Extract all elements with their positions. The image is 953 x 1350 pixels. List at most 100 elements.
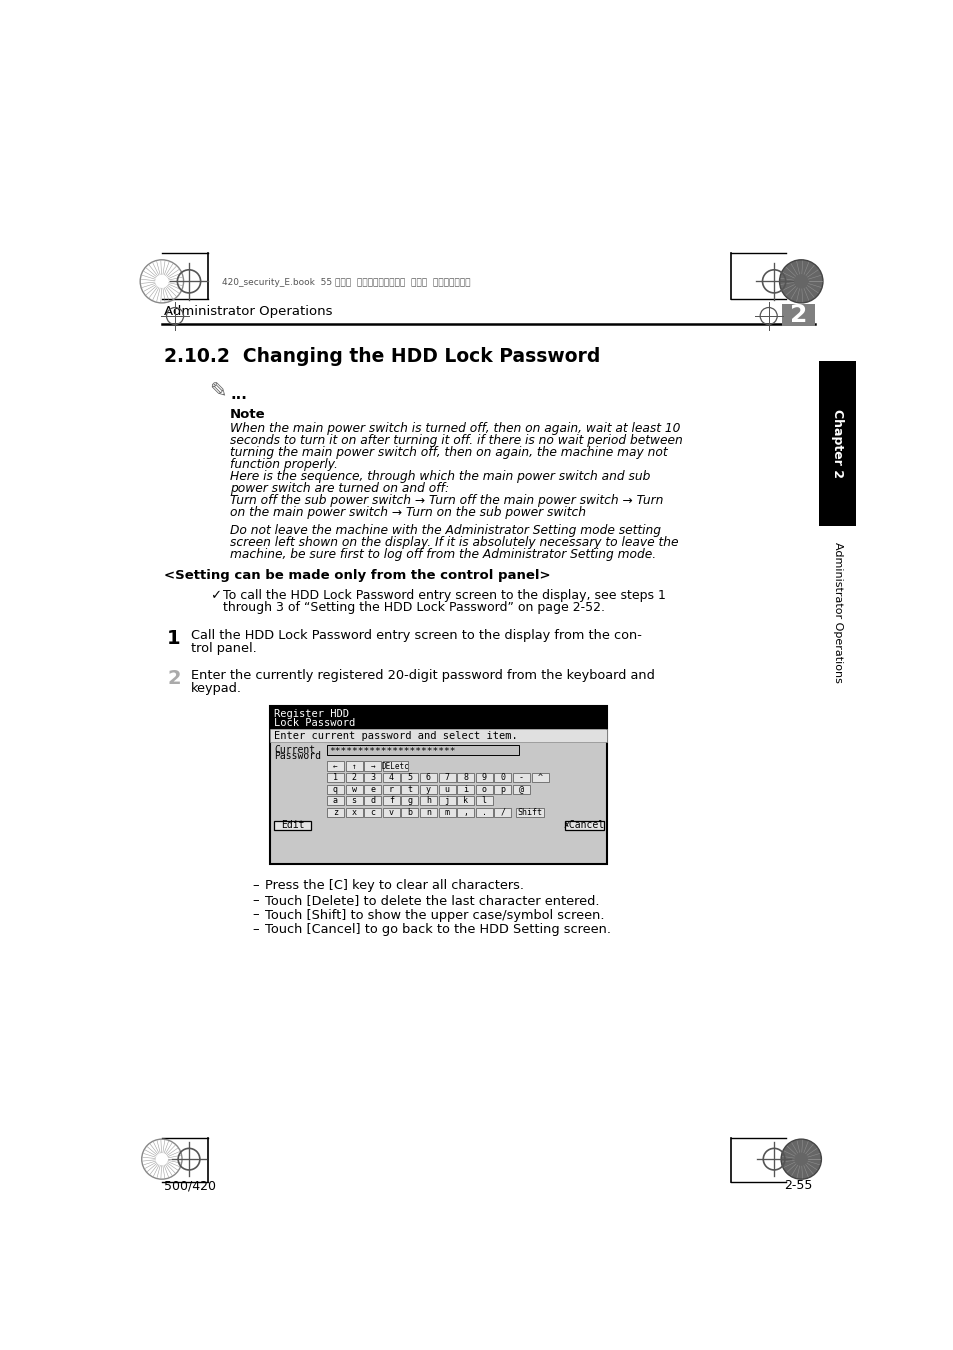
- Text: ✎: ✎: [209, 382, 226, 401]
- FancyBboxPatch shape: [438, 796, 456, 806]
- Text: t: t: [407, 784, 412, 794]
- FancyBboxPatch shape: [456, 784, 474, 794]
- Text: z: z: [333, 807, 337, 817]
- FancyBboxPatch shape: [438, 784, 456, 794]
- Text: c: c: [370, 807, 375, 817]
- FancyBboxPatch shape: [270, 706, 607, 729]
- Text: on the main power switch → Turn on the sub power switch: on the main power switch → Turn on the s…: [230, 506, 585, 518]
- Text: d: d: [370, 796, 375, 805]
- FancyBboxPatch shape: [419, 796, 436, 806]
- Text: r: r: [389, 784, 394, 794]
- FancyBboxPatch shape: [401, 796, 418, 806]
- Text: Enter the currently registered 20-digit password from the keyboard and: Enter the currently registered 20-digit …: [191, 670, 654, 682]
- FancyBboxPatch shape: [327, 807, 344, 817]
- Text: f: f: [389, 796, 394, 805]
- Text: /: /: [500, 807, 505, 817]
- Text: 8: 8: [463, 774, 468, 782]
- FancyBboxPatch shape: [345, 761, 362, 771]
- Text: Turn off the sub power switch → Turn off the main power switch → Turn: Turn off the sub power switch → Turn off…: [230, 494, 662, 506]
- Text: v: v: [389, 807, 394, 817]
- Text: Current: Current: [274, 744, 315, 755]
- FancyBboxPatch shape: [456, 774, 474, 782]
- Text: Call the HDD Lock Password entry screen to the display from the con-: Call the HDD Lock Password entry screen …: [191, 629, 640, 643]
- Text: Edit: Edit: [281, 821, 304, 830]
- FancyBboxPatch shape: [564, 821, 603, 830]
- Text: power switch are turned on and off:: power switch are turned on and off:: [230, 482, 449, 495]
- Text: –: –: [253, 894, 259, 907]
- FancyBboxPatch shape: [327, 745, 518, 755]
- Text: i: i: [463, 784, 468, 794]
- Text: ^: ^: [537, 774, 542, 782]
- Text: ✗Cancel: ✗Cancel: [563, 821, 604, 830]
- Text: m: m: [444, 807, 449, 817]
- FancyBboxPatch shape: [345, 784, 362, 794]
- Text: q: q: [333, 784, 337, 794]
- Text: →: →: [370, 761, 375, 771]
- Text: -: -: [518, 774, 523, 782]
- Text: **********************: **********************: [329, 747, 456, 756]
- FancyBboxPatch shape: [327, 774, 344, 782]
- Text: 4: 4: [389, 774, 394, 782]
- FancyBboxPatch shape: [382, 774, 399, 782]
- Text: When the main power switch is turned off, then on again, wait at least 10: When the main power switch is turned off…: [230, 423, 679, 435]
- Text: w: w: [352, 784, 356, 794]
- FancyBboxPatch shape: [531, 774, 548, 782]
- Text: 420_security_E.book  55 ページ  ２００７年３月７日  水曜日  午後３時１５分: 420_security_E.book 55 ページ ２００７年３月７日 水曜日…: [221, 278, 470, 288]
- Text: seconds to turn it on after turning it off. if there is no wait period between: seconds to turn it on after turning it o…: [230, 435, 682, 447]
- Text: ✓: ✓: [210, 589, 221, 602]
- FancyBboxPatch shape: [270, 729, 607, 742]
- Text: Shift: Shift: [517, 807, 542, 817]
- Text: Enter current password and select item.: Enter current password and select item.: [274, 730, 517, 741]
- Text: screen left shown on the display. If it is absolutely necessary to leave the: screen left shown on the display. If it …: [230, 536, 678, 549]
- Text: 1: 1: [167, 629, 181, 648]
- FancyBboxPatch shape: [327, 761, 344, 771]
- Text: function properly.: function properly.: [230, 458, 337, 471]
- Text: 1: 1: [333, 774, 337, 782]
- FancyBboxPatch shape: [382, 784, 399, 794]
- FancyBboxPatch shape: [494, 807, 511, 817]
- FancyBboxPatch shape: [345, 774, 362, 782]
- FancyBboxPatch shape: [401, 807, 418, 817]
- Text: –: –: [253, 909, 259, 922]
- Text: 0: 0: [500, 774, 505, 782]
- Text: l: l: [481, 796, 486, 805]
- Text: through 3 of “Setting the HDD Lock Password” on page 2-52.: through 3 of “Setting the HDD Lock Passw…: [223, 601, 604, 614]
- Text: 2-55: 2-55: [783, 1180, 812, 1192]
- FancyBboxPatch shape: [494, 784, 511, 794]
- Text: Do not leave the machine with the Administrator Setting mode setting: Do not leave the machine with the Admini…: [230, 524, 660, 537]
- FancyBboxPatch shape: [438, 774, 456, 782]
- Text: h: h: [426, 796, 431, 805]
- Text: 9: 9: [481, 774, 486, 782]
- FancyBboxPatch shape: [419, 784, 436, 794]
- FancyBboxPatch shape: [513, 774, 530, 782]
- FancyBboxPatch shape: [456, 796, 474, 806]
- Text: ←: ←: [333, 761, 337, 771]
- FancyBboxPatch shape: [382, 807, 399, 817]
- FancyBboxPatch shape: [364, 784, 381, 794]
- FancyBboxPatch shape: [781, 305, 815, 325]
- Text: Touch [Delete] to delete the last character entered.: Touch [Delete] to delete the last charac…: [265, 894, 598, 907]
- FancyBboxPatch shape: [419, 774, 436, 782]
- Text: Press the [C] key to clear all characters.: Press the [C] key to clear all character…: [265, 879, 523, 892]
- Text: g: g: [407, 796, 412, 805]
- FancyBboxPatch shape: [476, 774, 493, 782]
- Text: Register HDD: Register HDD: [274, 709, 349, 720]
- Text: Note: Note: [230, 409, 266, 421]
- Text: p: p: [500, 784, 505, 794]
- Text: u: u: [444, 784, 449, 794]
- Text: Touch [Cancel] to go back to the HDD Setting screen.: Touch [Cancel] to go back to the HDD Set…: [265, 923, 610, 936]
- FancyBboxPatch shape: [401, 784, 418, 794]
- Text: trol panel.: trol panel.: [191, 643, 256, 655]
- Text: DELetc: DELetc: [381, 761, 409, 771]
- Text: ↑: ↑: [352, 761, 356, 771]
- FancyBboxPatch shape: [401, 774, 418, 782]
- FancyBboxPatch shape: [345, 807, 362, 817]
- FancyBboxPatch shape: [364, 761, 381, 771]
- FancyBboxPatch shape: [494, 774, 511, 782]
- FancyBboxPatch shape: [327, 784, 344, 794]
- Text: –: –: [253, 879, 259, 892]
- Text: Administrator Operations: Administrator Operations: [832, 541, 841, 683]
- FancyBboxPatch shape: [456, 807, 474, 817]
- Text: o: o: [481, 784, 486, 794]
- Text: Here is the sequence, through which the main power switch and sub: Here is the sequence, through which the …: [230, 470, 650, 483]
